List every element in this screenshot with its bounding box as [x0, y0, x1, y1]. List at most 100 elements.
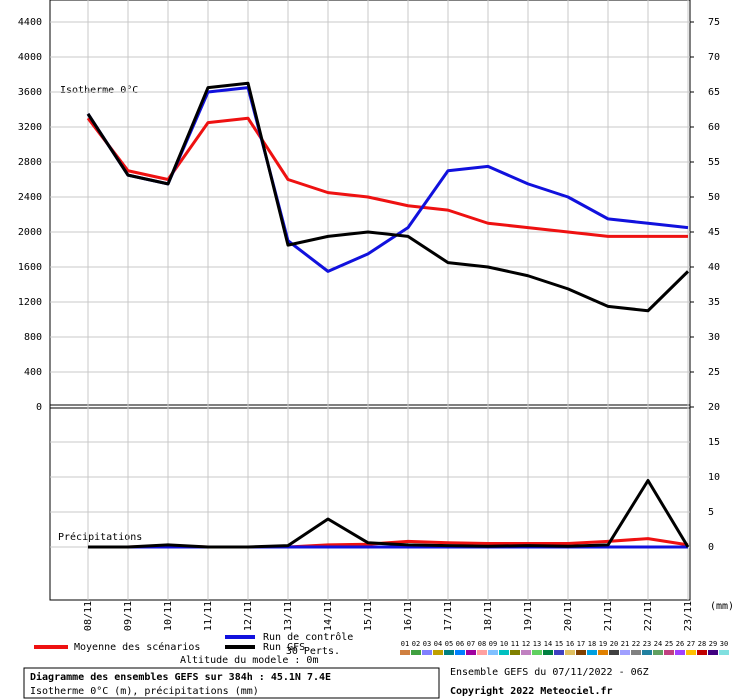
member-label: 01: [401, 640, 409, 648]
model-altitude: Altitude du modele : 0m: [180, 655, 318, 666]
x-tick-label: 13/11: [283, 601, 294, 631]
member-swatch: [411, 650, 421, 655]
member-label: 19: [599, 640, 607, 648]
member-label: 02: [412, 640, 420, 648]
member-swatch: [400, 650, 410, 655]
member-label: 16: [566, 640, 574, 648]
member-swatch: [488, 650, 498, 655]
member-label: 10: [500, 640, 508, 648]
member-swatch: [510, 650, 520, 655]
member-swatch: [521, 650, 531, 655]
member-label: 06: [456, 640, 464, 648]
x-tick-label: 19/11: [523, 601, 534, 631]
member-label: 27: [687, 640, 695, 648]
y-tick-label: 4000: [18, 52, 42, 63]
y2-tick-label: 35: [708, 297, 720, 308]
member-label: 26: [676, 640, 684, 648]
member-swatch: [653, 650, 663, 655]
member-label: 20: [610, 640, 618, 648]
member-swatch: [598, 650, 608, 655]
y-tick-label: 5: [708, 507, 714, 518]
legend-label: Run de contrôle: [263, 631, 353, 643]
member-label: 29: [709, 640, 717, 648]
member-label: 30: [720, 640, 728, 648]
member-label: 28: [698, 640, 706, 648]
x-tick-label: 08/11: [83, 601, 94, 631]
y-tick-label: 2000: [18, 227, 42, 238]
y-tick-label: 3200: [18, 122, 42, 133]
member-swatch: [587, 650, 597, 655]
x-tick-label: 22/11: [643, 601, 654, 631]
member-swatch: [444, 650, 454, 655]
member-swatch: [609, 650, 619, 655]
member-swatch: [686, 650, 696, 655]
x-tick-label: 20/11: [563, 601, 574, 631]
member-swatch: [697, 650, 707, 655]
member-label: 18: [588, 640, 596, 648]
member-swatch: [565, 650, 575, 655]
x-tick-label: 10/11: [163, 601, 174, 631]
member-swatch: [543, 650, 553, 655]
y-tick-label: 2800: [18, 157, 42, 168]
series-line: [88, 479, 690, 549]
member-label: 09: [489, 640, 497, 648]
member-swatch: [455, 650, 465, 655]
y2-tick-label: 45: [708, 227, 720, 238]
y2-tick-label: 40: [708, 262, 720, 273]
member-label: 24: [654, 640, 662, 648]
y-tick-label: 20: [708, 402, 720, 413]
chart-subtitle: Isotherme 0°C (m), précipitations (mm): [30, 685, 259, 697]
x-tick-label: 14/11: [323, 601, 334, 631]
y-tick-label: 10: [708, 472, 720, 483]
y-tick-label: 800: [24, 332, 42, 343]
member-label: 14: [544, 640, 552, 648]
member-label: 25: [665, 640, 673, 648]
x-tick-label: 12/11: [243, 601, 254, 631]
chart-title: Diagramme des ensembles GEFS sur 384h : …: [30, 671, 331, 683]
member-swatch: [675, 650, 685, 655]
x-tick-label: 15/11: [363, 601, 374, 631]
x-unit: (mm): [710, 601, 734, 612]
run-info: Ensemble GEFS du 07/11/2022 - 06Z: [450, 667, 649, 678]
precip-label: Précipitations: [58, 531, 142, 543]
y2-tick-label: 60: [708, 122, 720, 133]
member-label: 07: [467, 640, 475, 648]
member-label: 15: [555, 640, 563, 648]
plot-frame: [49, 0, 691, 601]
member-label: 13: [533, 640, 541, 648]
y2-tick-label: 70: [708, 52, 720, 63]
member-swatch: [631, 650, 641, 655]
member-label: 23: [643, 640, 651, 648]
member-label: 12: [522, 640, 530, 648]
member-swatch: [466, 650, 476, 655]
member-swatch: [576, 650, 586, 655]
y-tick-label: 1600: [18, 262, 42, 273]
member-swatch: [642, 650, 652, 655]
isotherm-label: Isotherme 0°C: [60, 85, 138, 96]
member-label: 05: [445, 640, 453, 648]
x-tick-label: 11/11: [203, 601, 214, 631]
y2-tick-label: 25: [708, 367, 720, 378]
member-swatch: [433, 650, 443, 655]
member-swatch: [554, 650, 564, 655]
x-tick-label: 09/11: [123, 601, 134, 631]
legend-label: Moyenne des scénarios: [74, 641, 200, 653]
member-label: 17: [577, 640, 585, 648]
member-label: 22: [632, 640, 640, 648]
series-line: [86, 81, 690, 313]
members-label: 30 Perts.: [286, 646, 340, 657]
y-tick-label: 0: [36, 402, 42, 413]
legend-label: Run GFS: [263, 642, 305, 653]
copyright: Copyright 2022 Meteociel.fr: [450, 685, 613, 697]
series-line: [86, 116, 688, 238]
x-tick-label: 23/11: [683, 601, 694, 631]
member-label: 08: [478, 640, 486, 648]
y-tick-label: 400: [24, 367, 42, 378]
y2-tick-label: 65: [708, 87, 720, 98]
x-tick-label: 18/11: [483, 601, 494, 631]
member-swatch: [664, 650, 674, 655]
y2-tick-label: 55: [708, 157, 720, 168]
member-swatch: [719, 650, 729, 655]
member-label: 04: [434, 640, 442, 648]
